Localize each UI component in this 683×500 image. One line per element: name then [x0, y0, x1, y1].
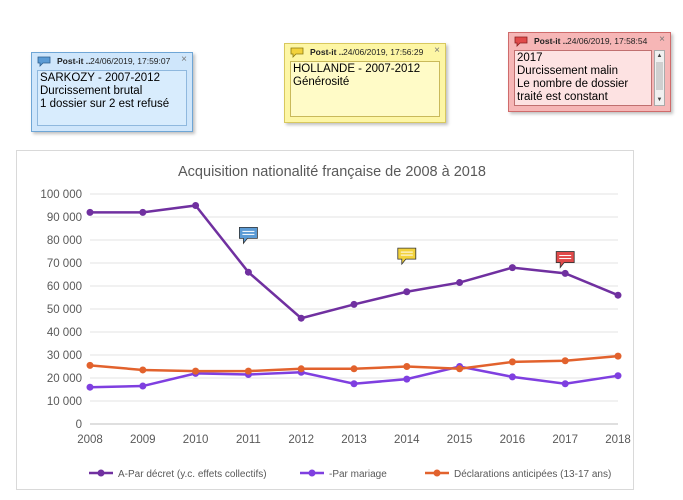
comment-bubble-shape: [555, 251, 575, 269]
postit-title: Post-it ..: [310, 47, 344, 57]
data-point: [614, 372, 622, 380]
legend-label: -Par mariage: [329, 469, 387, 480]
data-point: [403, 288, 411, 296]
data-point: [192, 202, 200, 209]
data-point: [561, 357, 569, 365]
postit-timestamp: 24/06/2019, 17:59:07: [90, 56, 171, 66]
chart-title: Acquisition nationalité française de 200…: [178, 164, 486, 180]
x-tick-label: 2009: [130, 434, 156, 446]
y-tick-label: 0: [76, 419, 82, 431]
comment-marker-icon: [238, 227, 258, 245]
data-point: [561, 380, 569, 388]
data-point: [139, 382, 147, 390]
x-tick-label: 2011: [236, 434, 261, 446]
y-tick-label: 90 000: [47, 212, 82, 224]
data-point: [456, 365, 464, 373]
x-tick-label: 2010: [183, 434, 209, 446]
data-point: [456, 279, 464, 287]
postit-header[interactable]: Post-it .. 24/06/2019, 17:56:29 ×: [285, 44, 445, 60]
data-point: [86, 383, 94, 391]
x-tick-label: 2014: [394, 434, 420, 446]
data-point: [508, 373, 516, 381]
postit-note-2017[interactable]: Post-it .. 24/06/2019, 17:58:54 × 2017 D…: [508, 32, 671, 112]
data-point: [561, 269, 569, 277]
y-tick-label: 10 000: [47, 396, 82, 408]
postit-title: Post-it ..: [57, 56, 91, 66]
y-tick-label: 60 000: [47, 281, 82, 293]
y-tick-label: 100 000: [40, 189, 82, 201]
data-point: [86, 208, 94, 216]
y-tick-label: 50 000: [47, 304, 82, 316]
scroll-thumb[interactable]: [656, 62, 663, 90]
data-point: [297, 365, 305, 373]
x-tick-label: 2012: [288, 434, 314, 446]
data-point: [244, 367, 252, 375]
comment-bubble-shape: [238, 227, 258, 245]
data-point: [508, 358, 516, 366]
comment-icon: [37, 56, 51, 67]
postit-header[interactable]: Post-it .. 24/06/2019, 17:59:07 ×: [32, 53, 192, 69]
postit-text[interactable]: HOLLANDE - 2007-2012 Générosité: [290, 61, 440, 117]
data-point: [139, 208, 147, 216]
comment-icon: [290, 47, 304, 58]
postit-title: Post-it ..: [534, 36, 568, 46]
legend-marker: [308, 469, 316, 477]
x-tick-label: 2017: [552, 434, 578, 446]
postit-timestamp: 24/06/2019, 17:56:29: [343, 47, 424, 57]
x-tick-label: 2013: [341, 434, 367, 446]
legend-label: Déclarations anticipées (13-17 ans): [454, 469, 611, 480]
x-tick-label: 2008: [77, 434, 103, 446]
scroll-up-arrow-icon[interactable]: ▲: [656, 53, 663, 59]
comment-marker-icon: [397, 247, 417, 266]
data-point: [403, 375, 411, 383]
data-point: [86, 361, 94, 369]
data-point: [192, 367, 200, 375]
y-tick-label: 80 000: [47, 235, 82, 247]
y-tick-label: 20 000: [47, 373, 82, 385]
y-tick-label: 70 000: [47, 258, 82, 270]
legend-marker: [433, 469, 441, 477]
postit-timestamp: 24/06/2019, 17:58:54: [567, 36, 648, 46]
data-point: [403, 363, 411, 370]
data-point: [350, 300, 358, 308]
data-point: [350, 365, 358, 373]
postit-note-sarkozy[interactable]: Post-it .. 24/06/2019, 17:59:07 × SARKOZ…: [31, 52, 193, 132]
scroll-down-arrow-icon[interactable]: ▼: [656, 97, 663, 103]
data-point: [508, 264, 516, 272]
line-chart: Acquisition nationalité française de 200…: [40, 164, 631, 480]
close-icon[interactable]: ×: [659, 34, 665, 45]
x-tick-label: 2015: [447, 434, 473, 446]
data-point: [139, 366, 147, 374]
comment-bubble-shape: [397, 247, 417, 266]
postit-note-hollande[interactable]: Post-it .. 24/06/2019, 17:56:29 × HOLLAN…: [284, 43, 446, 123]
legend-label: A-Par décret (y.c. effets collectifs): [118, 469, 267, 480]
close-icon[interactable]: ×: [434, 45, 440, 56]
close-icon[interactable]: ×: [181, 54, 187, 65]
postit-header[interactable]: Post-it .. 24/06/2019, 17:58:54 ×: [509, 33, 670, 49]
postit-scrollbar[interactable]: ▲ ▼: [654, 50, 665, 106]
x-tick-label: 2016: [500, 434, 526, 446]
data-point: [297, 314, 305, 322]
data-point: [614, 291, 622, 299]
postit-text[interactable]: SARKOZY - 2007-2012 Durcissement brutal …: [37, 70, 187, 126]
comment-icon: [514, 36, 528, 47]
data-point: [614, 352, 622, 360]
x-tick-label: 2018: [605, 434, 631, 446]
postit-text[interactable]: 2017 Durcissement malin Le nombre de dos…: [514, 50, 652, 106]
data-point: [244, 268, 252, 276]
data-point: [350, 380, 358, 388]
chart-area: Acquisition nationalité française de 200…: [16, 150, 634, 490]
comment-marker-icon: [555, 251, 575, 269]
y-tick-label: 40 000: [47, 327, 82, 339]
legend-marker: [97, 469, 105, 477]
y-tick-label: 30 000: [47, 350, 82, 362]
